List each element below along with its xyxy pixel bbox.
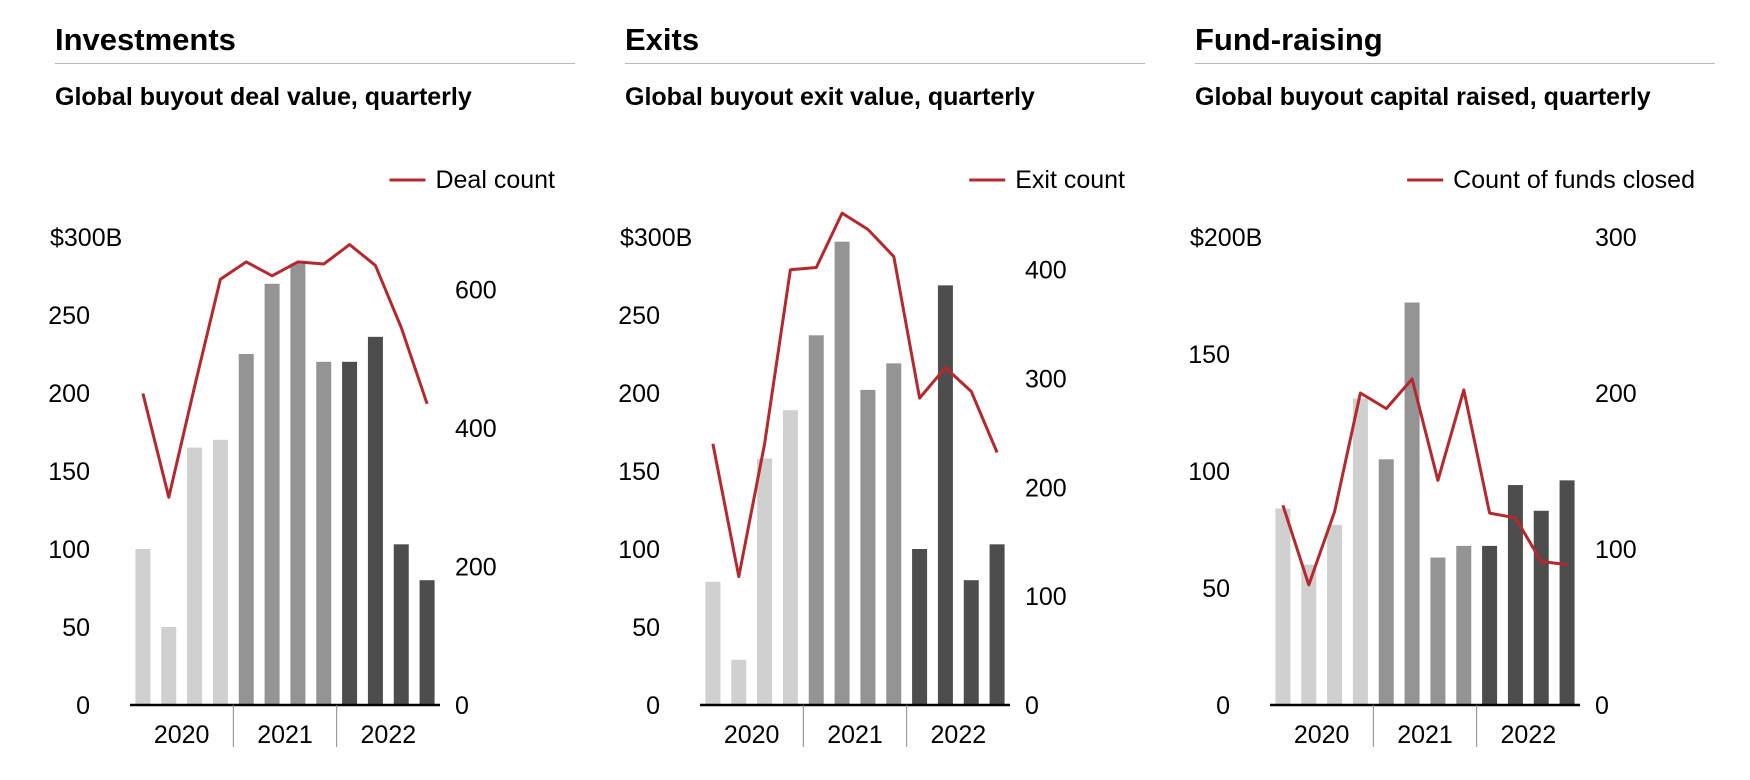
y2-tick-label: 600 [455,277,497,305]
bar [886,363,902,705]
count-line [141,243,429,499]
bar [212,439,228,705]
y-tick-label: 50 [62,614,90,642]
section-title: Exits [625,22,700,57]
bar [1533,510,1549,705]
bar [1507,485,1523,705]
section-title: Investments [55,22,236,57]
bar [937,285,953,705]
y2-tick-label: 400 [1025,257,1067,285]
y-tick-label: 150 [48,458,90,486]
bar [419,580,435,705]
y2-tick-label: 200 [455,554,497,582]
chart-subtitle: Global buyout exit value, quarterly [625,83,1035,111]
y-tick-label: 0 [646,692,660,720]
y2-tick-label: 200 [1595,380,1637,408]
chart-subtitle: Global buyout deal value, quarterly [55,83,472,111]
bar [1352,398,1368,705]
bar [316,361,332,705]
panel-investments: Investments Global buyout deal value, qu… [48,0,615,780]
y-tick-label: 250 [48,302,90,330]
bar [834,241,850,705]
bar [1482,545,1498,705]
y-tick-label: 100 [1188,458,1230,486]
section-rule [625,63,1145,64]
bar [161,627,177,705]
bar [1404,302,1420,705]
count-line [711,211,999,579]
chart-subtitle: Global buyout capital raised, quarterly [1195,83,1651,111]
exits-chart: 0 50 100 150 200 250 $300B 0 100 200 300 400 2020 202… [618,166,1125,749]
legend-label: Deal count [435,166,555,194]
count-line [1281,377,1568,587]
bar [290,263,306,705]
y2-tick-label: 300 [1025,365,1067,393]
section-rule [55,63,575,64]
bar [782,410,798,705]
legend-label: Count of funds closed [1453,166,1695,194]
x-year-label: 2022 [1501,721,1557,749]
x-year-label: 2021 [1397,721,1453,749]
bar [731,659,747,705]
y-tick-label: $300B [620,224,692,252]
bar [1456,545,1472,705]
section-rule [1195,63,1715,64]
bar [367,336,383,705]
bar [187,447,203,705]
x-year-label: 2020 [154,721,210,749]
bar [1378,459,1394,705]
bar [1301,564,1317,705]
panel-fund-raising: Fund-raising Global buyout capital raise… [1188,0,1750,780]
y-tick-label: 100 [618,536,660,564]
bar [757,458,773,705]
y-tick-label: 200 [48,380,90,408]
y2-tick-label: 0 [1025,692,1039,720]
x-year-label: 2021 [827,721,883,749]
y-tick-label: 100 [48,536,90,564]
y-tick-label: $300B [50,224,122,252]
y-tick-label: $200B [1190,224,1262,252]
bar [1275,508,1291,705]
section-title: Fund-raising [1195,22,1383,57]
y2-tick-label: 100 [1595,536,1637,564]
y-tick-label: 0 [76,692,90,720]
legend-label: Exit count [1015,166,1125,194]
y2-tick-label: 0 [1595,692,1609,720]
bar [989,544,1005,705]
y2-tick-label: 300 [1595,224,1637,252]
bar [705,581,721,705]
y-tick-label: 150 [1188,341,1230,369]
x-year-label: 2020 [1294,721,1350,749]
bar [393,544,409,705]
y2-tick-label: 400 [455,415,497,443]
y-tick-label: 200 [618,380,660,408]
x-year-label: 2020 [724,721,780,749]
y-tick-label: 0 [1216,692,1230,720]
bar [808,335,824,705]
bar [912,549,928,705]
bar [238,354,254,705]
bar [135,549,151,705]
y-tick-label: 150 [618,458,660,486]
bar [1430,557,1446,705]
panel-exits: Exits Global buyout exit value, quarterl… [618,0,1185,780]
y2-tick-label: 200 [1025,474,1067,502]
bar [1559,480,1575,705]
bar [1327,524,1343,705]
x-year-label: 2021 [257,721,313,749]
bar [342,361,358,705]
y2-tick-label: 100 [1025,583,1067,611]
bar [963,580,979,705]
bar [264,283,280,705]
fund-raising-chart: 0 50 100 150 $200B 0 100 200 300 2020 2021 2022 Coun… [1188,166,1695,749]
y-tick-label: 50 [1202,575,1230,603]
y2-tick-label: 0 [455,692,469,720]
y-tick-label: 50 [632,614,660,642]
investments-chart: 0 50 100 150 200 250 $300B 0 200 400 600 2020 2021 20… [48,166,555,749]
x-year-label: 2022 [361,721,417,749]
y-tick-label: 250 [618,302,660,330]
bar [860,389,876,705]
x-year-label: 2022 [931,721,987,749]
